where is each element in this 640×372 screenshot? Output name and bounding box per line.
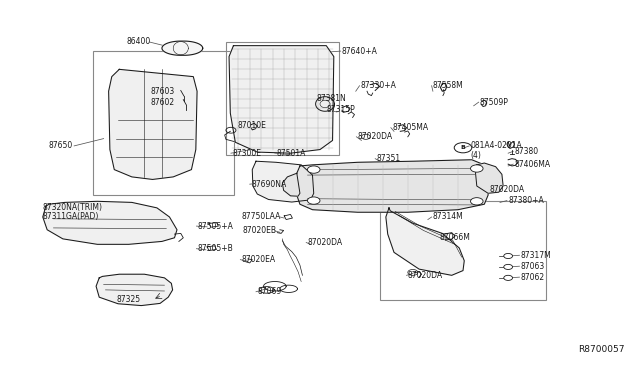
Text: 87380+A: 87380+A (508, 196, 544, 205)
Text: 87020DA: 87020DA (408, 271, 443, 280)
Text: (4): (4) (470, 151, 481, 160)
Text: 87315P: 87315P (326, 105, 355, 114)
Text: 87020EA: 87020EA (242, 255, 276, 264)
Polygon shape (162, 41, 203, 55)
Text: 87325: 87325 (116, 295, 140, 304)
Text: 87066M: 87066M (439, 232, 470, 241)
Text: 87351: 87351 (376, 154, 401, 163)
Polygon shape (96, 274, 173, 305)
Text: 87314M: 87314M (433, 212, 463, 221)
Text: 081A4-0201A: 081A4-0201A (470, 141, 522, 150)
Text: 86400: 86400 (127, 38, 150, 46)
Circle shape (504, 264, 513, 269)
Text: 87640+A: 87640+A (342, 46, 378, 55)
Text: 87317M: 87317M (521, 251, 552, 260)
Polygon shape (109, 69, 197, 179)
Text: 87505+B: 87505+B (198, 244, 234, 253)
Polygon shape (252, 161, 314, 202)
Circle shape (307, 197, 320, 204)
Text: 87505+A: 87505+A (198, 222, 234, 231)
Polygon shape (43, 201, 177, 244)
Text: 87650: 87650 (48, 141, 72, 150)
Text: 87020DA: 87020DA (358, 132, 393, 141)
Circle shape (504, 275, 513, 280)
Text: 87380: 87380 (515, 147, 538, 156)
Text: 87690NA: 87690NA (251, 180, 286, 189)
Text: 87020EB: 87020EB (242, 226, 276, 235)
Text: 87509P: 87509P (480, 98, 509, 107)
Polygon shape (476, 163, 503, 193)
Text: 87062: 87062 (521, 273, 545, 282)
Text: 87330+A: 87330+A (361, 81, 397, 90)
Text: 87063: 87063 (521, 262, 545, 271)
Text: 87020DA: 87020DA (490, 185, 524, 194)
Text: 87558M: 87558M (433, 81, 463, 90)
Text: 87020DA: 87020DA (307, 238, 342, 247)
Text: 87311GA(PAD): 87311GA(PAD) (43, 212, 99, 221)
Text: 87406MA: 87406MA (515, 160, 550, 169)
Circle shape (307, 166, 320, 173)
Circle shape (470, 165, 483, 172)
Text: 87750LAA: 87750LAA (242, 212, 281, 221)
Text: 87300E: 87300E (232, 149, 261, 158)
Circle shape (504, 253, 513, 259)
Polygon shape (386, 208, 464, 275)
Text: 87603: 87603 (150, 87, 175, 96)
Circle shape (470, 198, 483, 205)
Polygon shape (282, 173, 300, 196)
Text: 87602: 87602 (150, 98, 175, 107)
Text: B: B (461, 145, 465, 150)
Polygon shape (229, 46, 334, 153)
Polygon shape (297, 160, 488, 212)
Text: 87069: 87069 (257, 287, 282, 296)
Text: R8700057: R8700057 (578, 345, 624, 354)
Text: 87010E: 87010E (237, 121, 266, 130)
Text: 87381N: 87381N (317, 94, 347, 103)
Text: 87320NA(TRIM): 87320NA(TRIM) (43, 203, 103, 212)
Text: 87405MA: 87405MA (392, 123, 428, 132)
Text: 87501A: 87501A (276, 149, 305, 158)
